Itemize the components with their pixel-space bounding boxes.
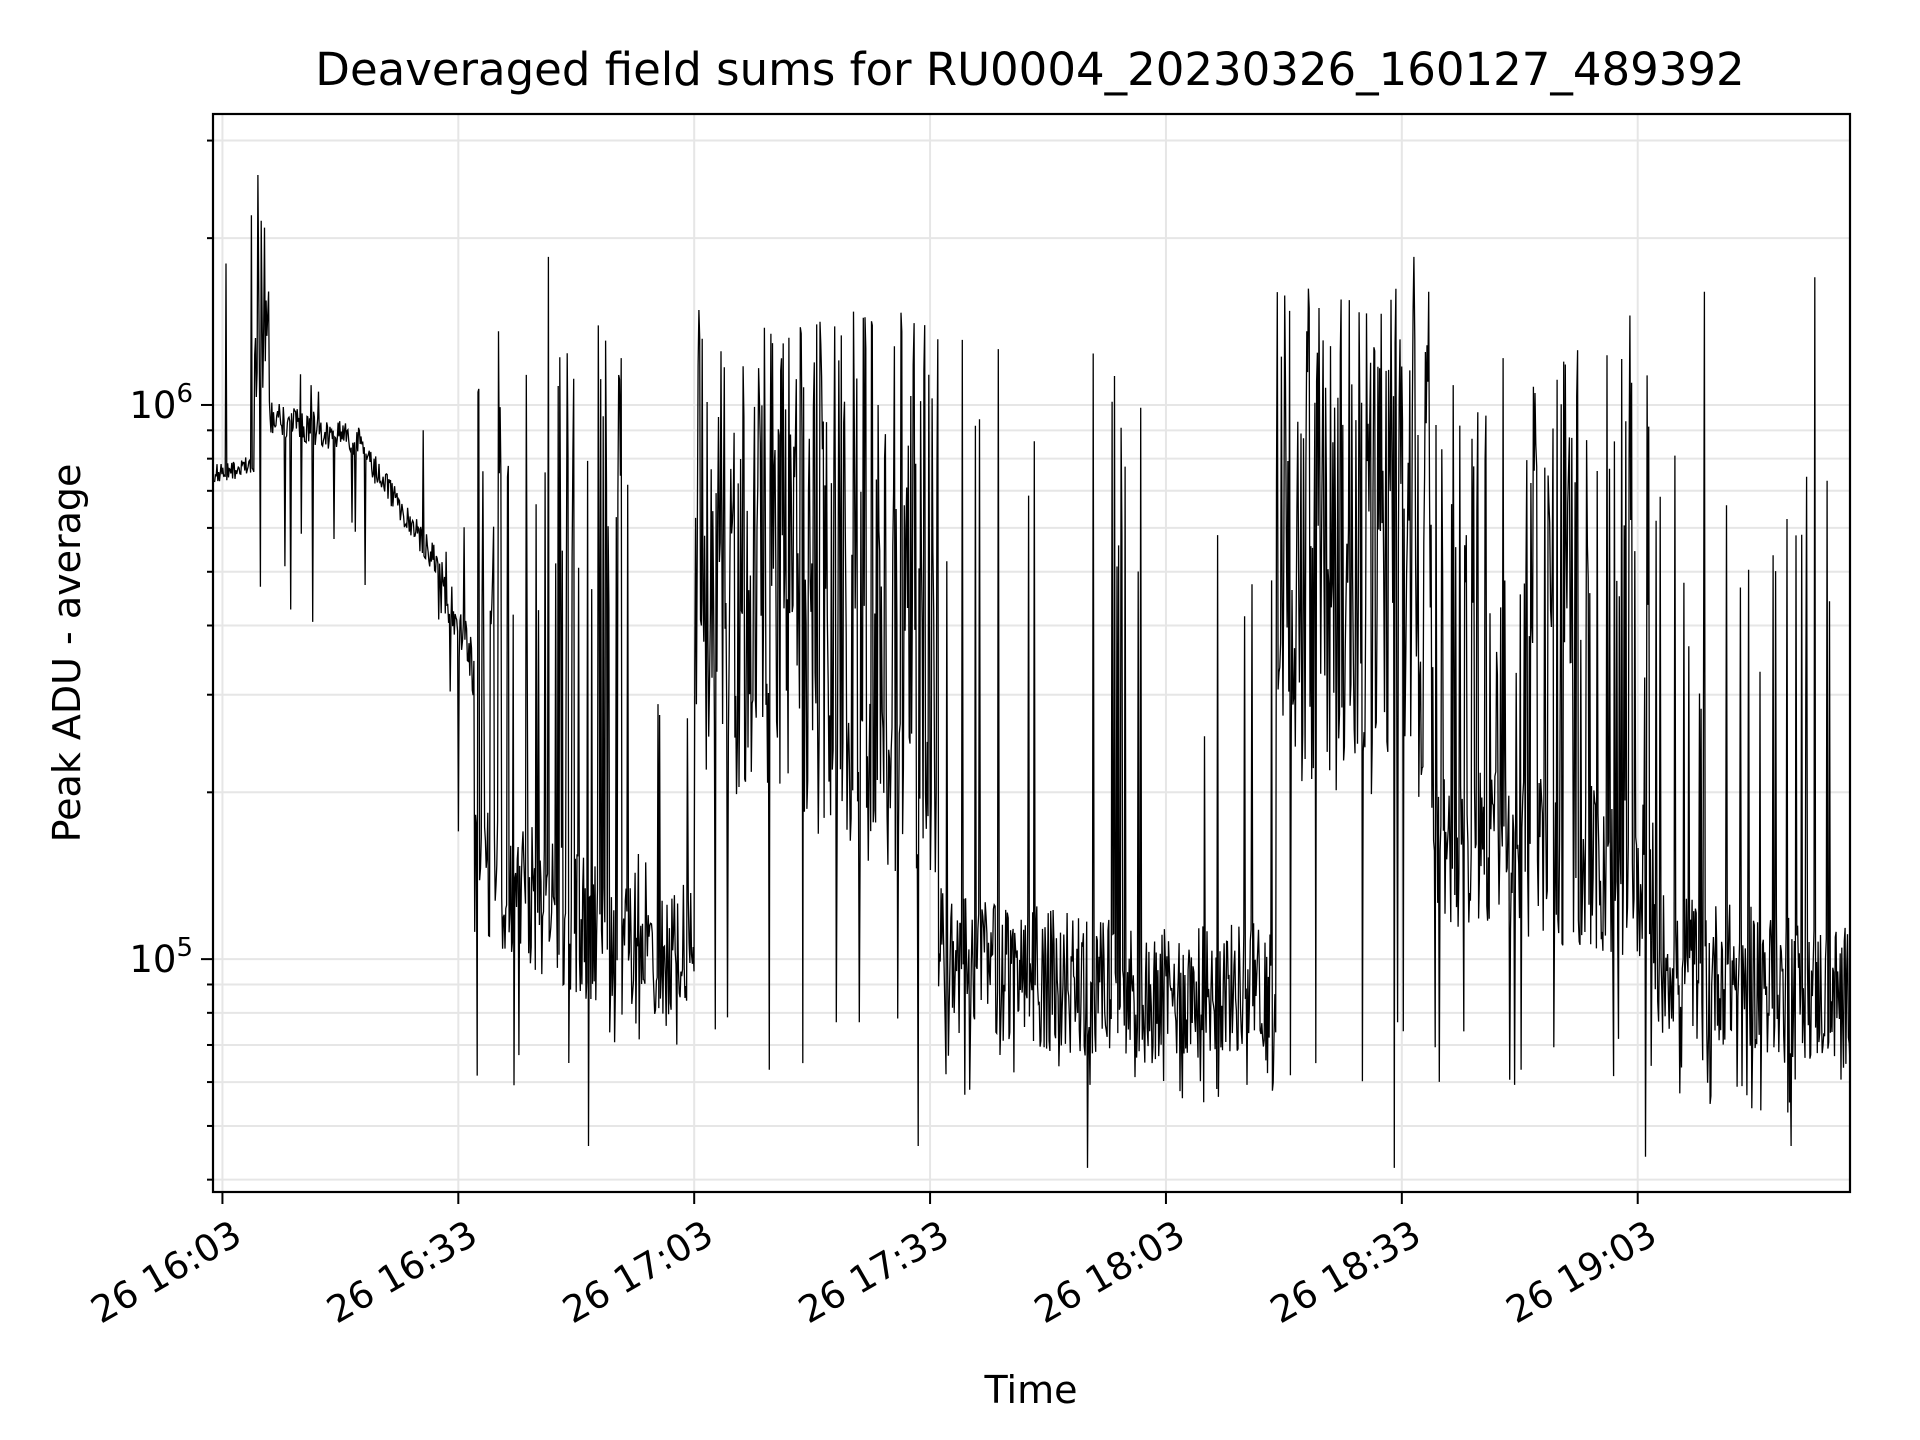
y-axis: 105 106 (129, 139, 213, 1181)
chart-title: Deaveraged field sums for RU0004_2023032… (315, 43, 1744, 96)
plot-frame (211, 112, 1852, 1194)
y-tick-label: 105 (129, 933, 193, 981)
series-group (213, 174, 1851, 1168)
x-axis-label: Time (984, 1368, 1078, 1412)
y-axis-label: Peak ADU - average (45, 464, 89, 843)
y-tick-label: 106 (129, 379, 193, 427)
series-line (213, 174, 1851, 1168)
